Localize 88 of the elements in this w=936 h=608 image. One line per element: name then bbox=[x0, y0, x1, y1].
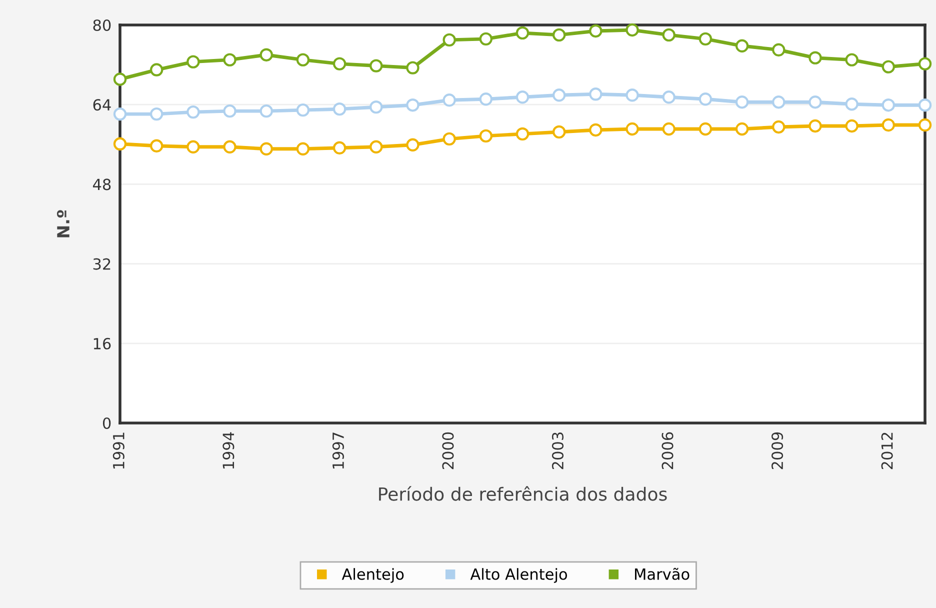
point bbox=[479, 129, 493, 143]
point bbox=[845, 53, 858, 66]
point bbox=[918, 98, 932, 112]
point bbox=[186, 55, 200, 68]
y-axis-title: N.º bbox=[56, 210, 70, 238]
point bbox=[552, 28, 566, 42]
point bbox=[332, 141, 346, 154]
point bbox=[735, 96, 749, 109]
point bbox=[260, 142, 273, 156]
point bbox=[186, 140, 200, 154]
legend-label: Alentejo bbox=[342, 568, 404, 583]
point bbox=[370, 140, 383, 154]
point bbox=[698, 92, 712, 106]
y-tick-label: 32 bbox=[93, 258, 110, 270]
x-tick-label: 1994 bbox=[222, 432, 234, 469]
point bbox=[260, 104, 273, 118]
point bbox=[552, 125, 566, 139]
point bbox=[772, 43, 786, 56]
point bbox=[772, 96, 786, 109]
point bbox=[296, 142, 310, 156]
point bbox=[662, 28, 676, 42]
point bbox=[406, 61, 420, 74]
point bbox=[223, 140, 236, 154]
point bbox=[296, 53, 310, 66]
point bbox=[223, 104, 236, 118]
point bbox=[626, 88, 639, 102]
x-tick-label: 2009 bbox=[772, 432, 784, 470]
point bbox=[406, 138, 420, 152]
point bbox=[516, 90, 530, 104]
x-tick-label: 2012 bbox=[881, 432, 893, 470]
point bbox=[662, 122, 676, 136]
point bbox=[882, 118, 896, 132]
legend-label: Marvão bbox=[635, 568, 690, 580]
point bbox=[735, 122, 749, 136]
point bbox=[370, 59, 383, 72]
point bbox=[808, 96, 822, 109]
point bbox=[479, 32, 493, 46]
point bbox=[698, 122, 712, 136]
x-tick-label: 2006 bbox=[662, 432, 674, 470]
point bbox=[479, 92, 493, 106]
y-tick-label: 16 bbox=[94, 338, 111, 350]
point bbox=[442, 94, 456, 107]
x-tick-label: 2000 bbox=[442, 432, 454, 470]
point bbox=[626, 122, 639, 136]
point bbox=[882, 98, 896, 112]
point bbox=[332, 57, 346, 70]
y-tick-label: 64 bbox=[93, 99, 111, 111]
point bbox=[370, 100, 383, 114]
point bbox=[150, 139, 164, 152]
x-tick-label: 2003 bbox=[552, 432, 564, 470]
point bbox=[662, 90, 676, 104]
point bbox=[918, 57, 932, 70]
point bbox=[260, 48, 273, 62]
point bbox=[113, 72, 127, 86]
point bbox=[552, 88, 566, 102]
point bbox=[442, 33, 456, 47]
point bbox=[150, 107, 164, 121]
point bbox=[186, 105, 200, 119]
point bbox=[113, 137, 127, 151]
point bbox=[626, 23, 639, 37]
point bbox=[589, 123, 602, 137]
point bbox=[150, 63, 164, 76]
point bbox=[808, 119, 822, 133]
x-tick-label: 1991 bbox=[112, 432, 124, 469]
point bbox=[296, 103, 310, 117]
point bbox=[516, 127, 530, 141]
point bbox=[589, 88, 602, 101]
point bbox=[406, 98, 420, 112]
point bbox=[735, 39, 749, 52]
point bbox=[882, 60, 896, 74]
point bbox=[223, 53, 236, 66]
point bbox=[113, 107, 127, 121]
point bbox=[698, 32, 712, 46]
y-tick-label: 0 bbox=[102, 417, 111, 430]
legend-label: Alto Alentejo bbox=[470, 568, 567, 583]
point bbox=[808, 51, 822, 64]
x-axis-title: Período de referência dos dados bbox=[379, 486, 667, 501]
point bbox=[918, 118, 932, 132]
point bbox=[845, 98, 858, 111]
x-tick-label: 1997 bbox=[332, 432, 344, 469]
y-tick-label: 80 bbox=[93, 19, 111, 32]
y-tick-label: 48 bbox=[92, 178, 111, 190]
point bbox=[772, 120, 786, 134]
point bbox=[845, 119, 858, 133]
point bbox=[332, 102, 346, 116]
point bbox=[516, 26, 530, 40]
point bbox=[589, 24, 602, 38]
point bbox=[442, 132, 456, 146]
